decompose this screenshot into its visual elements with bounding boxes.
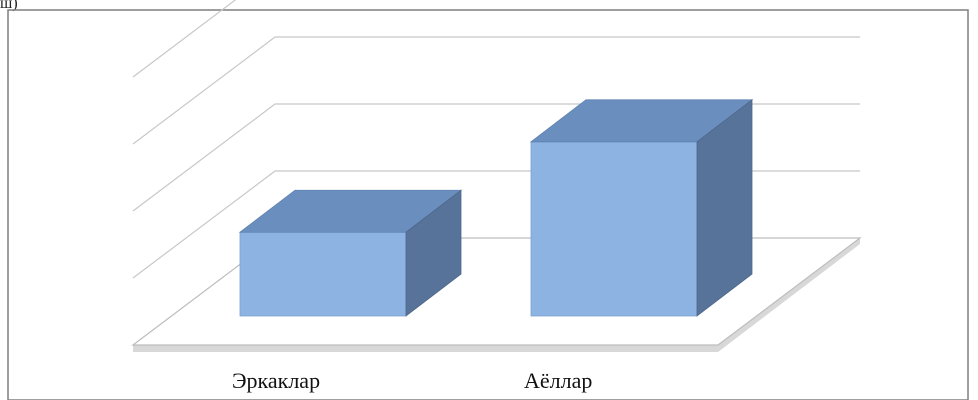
category-label-men: Эркаклар [232, 368, 320, 393]
caption-fragment: ш) [0, 0, 18, 12]
chart-frame [7, 9, 969, 400]
bar-0 [238, 189, 463, 317]
bar-1 [529, 98, 754, 317]
gridline [132, 0, 237, 78]
bars [238, 98, 754, 317]
category-label-women: Аёллар [524, 368, 592, 393]
gridline [132, 36, 860, 145]
bar-side [696, 98, 753, 317]
bar-side [405, 189, 462, 317]
bar-front [239, 231, 407, 317]
bar-front [530, 141, 698, 317]
